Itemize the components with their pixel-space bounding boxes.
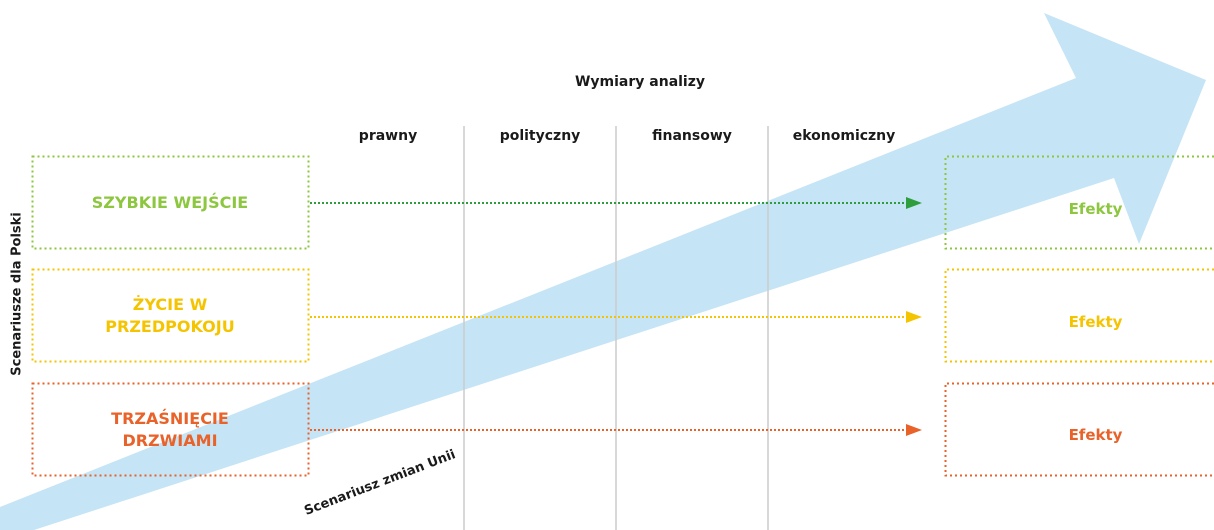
- effect-box-door-slam: Efekty: [945, 389, 1214, 481]
- scenario-box-antechamber: ŻYCIE W PRZEDPOKOJU: [32, 270, 308, 362]
- scenario-label: SZYBKIE WEJŚCIE: [91, 193, 249, 212]
- scenario-box-outline: [31, 268, 310, 363]
- dimension-label-financial: finansowy: [652, 128, 732, 144]
- scenario-box-outline: [31, 155, 310, 250]
- effect-box-fast-entry: Efekty: [945, 163, 1214, 255]
- scenario-label: DRZWIAMI: [122, 431, 218, 450]
- scenarios-axis-label: Scenariusze dla Polski: [9, 212, 25, 376]
- effect-label: Efekty: [1068, 200, 1123, 218]
- dimension-label-economic: ekonomiczny: [792, 128, 896, 144]
- arrowhead: [906, 311, 922, 323]
- dimension-label-legal: prawny: [358, 128, 418, 144]
- effect-box-antechamber: Efekty: [945, 276, 1214, 368]
- effect-label: Efekty: [1068, 313, 1123, 331]
- scenario-box-door-slam: TRZAŚNIĘCIE DRZWIAMI: [32, 384, 308, 476]
- arrowhead: [906, 197, 922, 209]
- dimensions-title: Wymiary analizy: [574, 74, 706, 90]
- eu-change-arrow: [0, 13, 1206, 530]
- effect-label: Efekty: [1068, 426, 1123, 444]
- scenario-label: TRZAŚNIĘCIE: [111, 409, 229, 428]
- scenario-label: PRZEDPOKOJU: [105, 317, 235, 336]
- dimension-label-political: polityczny: [499, 128, 581, 144]
- scenario-label: ŻYCIE W: [132, 295, 208, 314]
- scenario-box-outline: [31, 382, 310, 477]
- scenario-box-fast-entry: SZYBKIE WEJŚCIE: [32, 157, 308, 249]
- arrowhead: [906, 424, 922, 436]
